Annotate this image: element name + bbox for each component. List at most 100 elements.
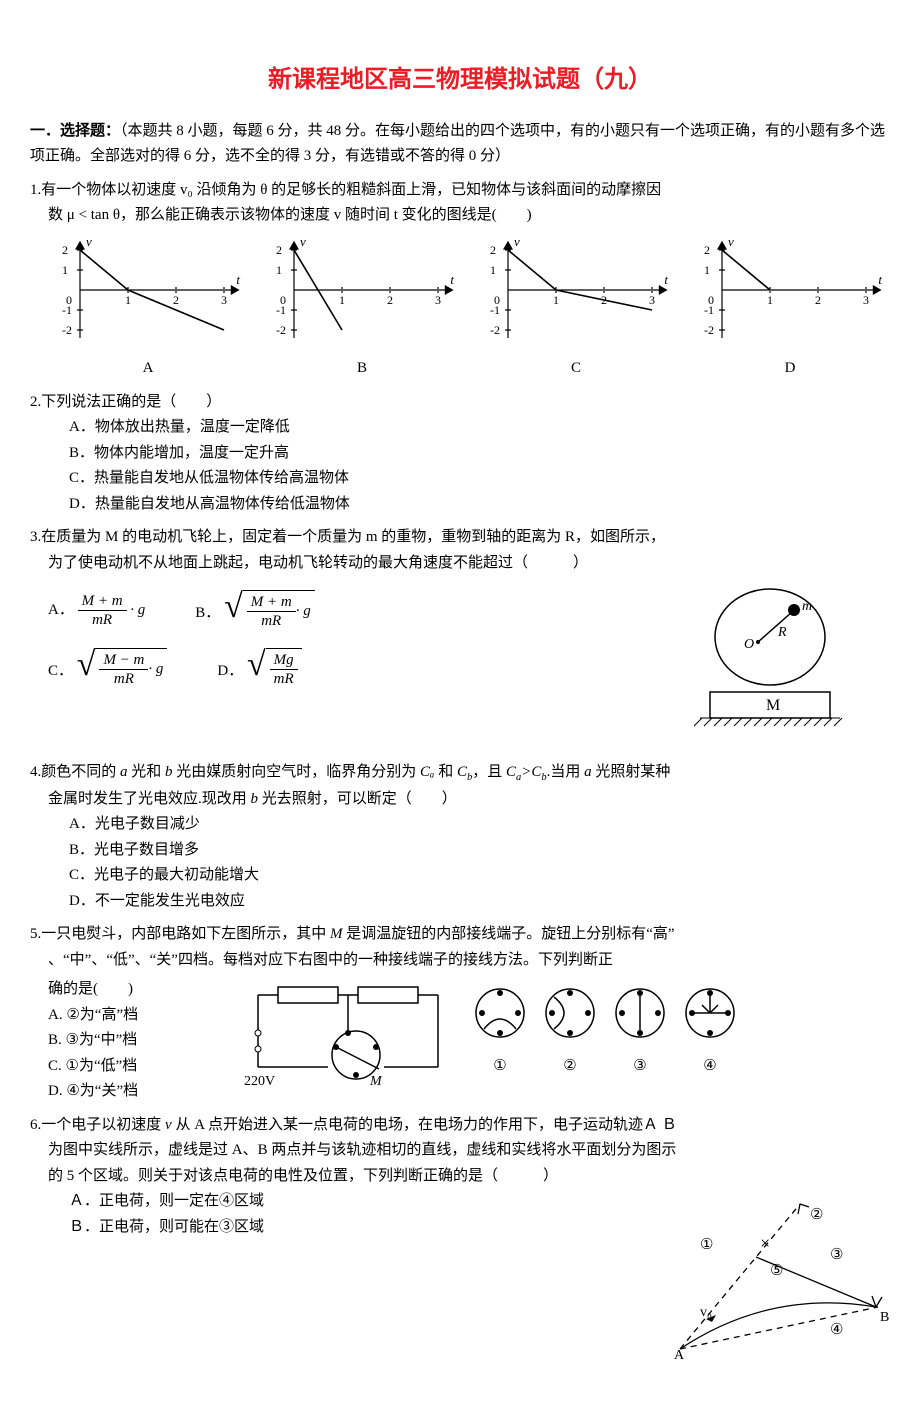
q3-B-tail: · g [296,599,311,625]
vt-graph-B: 123-2-112vt0 [262,235,462,345]
q6-v0: v₀ [700,1305,712,1320]
svg-text:1: 1 [276,263,282,277]
q3-fig-m: m [802,599,812,614]
q6-A: A [674,1348,685,1359]
q6-r4: ④ [830,1322,843,1338]
q3-line1: 在质量为 M 的电动机飞轮上，固定着一个质量为 m 的重物，重物到轴的距离为 R… [41,529,665,545]
q5-l3: 确的是( ) [48,977,218,1003]
q3-options: A． M + mmR · g B． √M + mmR · g C． √M − m… [48,582,640,706]
page-title: 新课程地区高三物理模拟试题（九） [30,60,890,101]
sqrt-icon: √ [224,590,243,630]
q1-chart-A: 123-2-112vt0 A [48,235,248,382]
q5-opt-A: A. ②为“高”档 [48,1003,218,1029]
q2-opt-D: D．热量能自发地从高温物体传给低温物体 [30,492,890,518]
vt-graph-A: 123-2-112vt0 [48,235,248,345]
q5-opt-B: B. ③为“中”档 [48,1028,218,1054]
q2-stem: 下列说法正确的是（ ） [41,394,221,410]
q6-l1a: 一个电子以初速度 [41,1117,165,1133]
q5-dial-label-2: ② [542,1054,598,1080]
svg-text:2: 2 [815,293,821,307]
svg-text:0: 0 [708,293,714,307]
q6-l2: 为图中实线所示，虚线是过 A、B 两点并与该轨迹相切的直线，虚线和实线将水平面划… [30,1138,890,1164]
q6-r3: ③ [830,1247,843,1263]
q4-b2: b [251,791,259,807]
svg-text:t: t [450,272,454,287]
q4-t2: 光和 [128,764,166,780]
q6-num: 6. [30,1117,41,1133]
q5-dial-label-4: ④ [682,1054,738,1080]
q5-options: 确的是( ) A. ②为“高”档 B. ③为“中”档 C. ①为“低”档 D. … [48,977,218,1105]
q6-l1b: 从 A 点开始进入某一点电荷的电场，在电场力的作用下，电子运动轨迹Ａ Ｂ [172,1117,677,1133]
svg-text:2: 2 [276,243,282,257]
svg-text:v: v [728,235,734,249]
q3-line2: 为了使电动机不从地面上跳起，电动机飞轮转动的最大角速度不能超过（ ） [30,551,890,577]
section-header: 一．选择题：（本题共 8 小题，每题 6 分，共 48 分。在每小题给出的四个选… [30,119,890,170]
q3-A-tail: · g [127,602,146,618]
q5-figures: 220V M ① ② ③ ④ [238,977,890,1087]
q4-num: 4. [30,764,41,780]
svg-text:2: 2 [490,243,496,257]
q4-tail1b: 光照射某种 [592,764,671,780]
section-prefix: 一．选择题： [30,123,120,139]
q5-dial-4: ④ [682,985,738,1080]
q2-opt-C: C．热量能自发地从低温物体传给高温物体 [30,466,890,492]
q3-C-den: mR [99,670,148,688]
vt-graph-C: 123-2-112vt0 [476,235,676,345]
q5-opt-C: C. ①为“低”档 [48,1054,218,1080]
svg-text:v: v [86,235,92,249]
q5-dials: ① ② ③ ④ [472,985,738,1080]
question-2: 2.下列说法正确的是（ ） A．物体放出热量，温度一定降低 B．物体内能增加，温… [30,390,890,518]
q4-opt-D: D．不一定能发生光电效应 [30,889,890,915]
q3-fig-R: R [777,625,787,640]
svg-text:-2: -2 [62,323,72,337]
q3-B-num: M + m [247,593,296,612]
q6-v: v [165,1117,172,1133]
svg-text:3: 3 [221,293,227,307]
svg-text:0: 0 [494,293,500,307]
q5-dial-label-1: ① [472,1054,528,1080]
q3-D-den: mR [270,670,298,688]
svg-text:3: 3 [649,293,655,307]
question-5: 5.一只电熨斗，内部电路如下左图所示，其中 M 是调温旋钮的内部接线端子。旋钮上… [30,922,890,1105]
svg-text:3: 3 [863,293,869,307]
q6-l3: 的 5 个区域。则关于对该点电荷的电性及位置，下列判断正确的是（ ） [30,1164,890,1190]
sqrt-icon: √ [77,648,96,688]
svg-text:2: 2 [62,243,68,257]
svg-text:3: 3 [435,293,441,307]
svg-text:0: 0 [66,293,72,307]
svg-text:2: 2 [173,293,179,307]
section-body: （本题共 8 小题，每题 6 分，共 48 分。在每小题给出的四个选项中，有的小… [30,123,885,165]
question-6: 6.一个电子以初速度 v 从 A 点开始进入某一点电荷的电场，在电场力的作用下，… [30,1113,890,1370]
q4-tail1: .当用 [547,764,585,780]
q3-opt-C: C． √M − mmR · g [48,648,167,688]
svg-text:1: 1 [125,293,131,307]
q3-C-num: M − m [99,651,148,670]
q5-circuit-M: M [369,1074,383,1087]
q3-fig-M: M [766,697,780,714]
q6-r5: ⑤ [770,1263,783,1279]
q5-l1b: 是调温旋钮的内部接线端子。旋钮上分别标有“高” [343,926,675,942]
q2-opt-A: A．物体放出热量，温度一定降低 [30,415,890,441]
q4-a2: a [584,764,592,780]
q5-l1a: 一只电熨斗，内部电路如下左图所示，其中 [41,926,330,942]
q4-opt-C: C．光电子的最大初动能增大 [30,863,890,889]
q5-circuit-diagram: 220V M [238,977,458,1087]
q6-B: B [880,1310,889,1325]
svg-text:1: 1 [767,293,773,307]
q3-B-den: mR [247,612,296,630]
q5-l2: 、“中”、“低”、“关”四档。每档对应下右图中的一种接线端子的接线方法。下列判断… [30,948,890,974]
q1-chart-C: 123-2-112vt0 C [476,235,676,382]
q4-t1: 颜色不同的 [41,764,120,780]
svg-text:-2: -2 [704,323,714,337]
svg-text:2: 2 [387,293,393,307]
q3-D-label: D． [217,663,243,679]
sqrt-icon: √ [247,648,266,688]
q5-dial-3: ③ [612,985,668,1080]
q5-M: M [330,926,343,942]
q4-l2a: 金属时发生了光电效应.现改用 [48,791,251,807]
q6-x-icon: × [760,1233,770,1253]
q4-l2b: 光去照射，可以断定（ ） [258,791,457,807]
svg-text:t: t [236,272,240,287]
q1-charts: 123-2-112vt0 A 123-2-112vt0 B 123-2-112v… [30,235,890,382]
q3-opt-D: D． √MgmR [217,648,301,688]
